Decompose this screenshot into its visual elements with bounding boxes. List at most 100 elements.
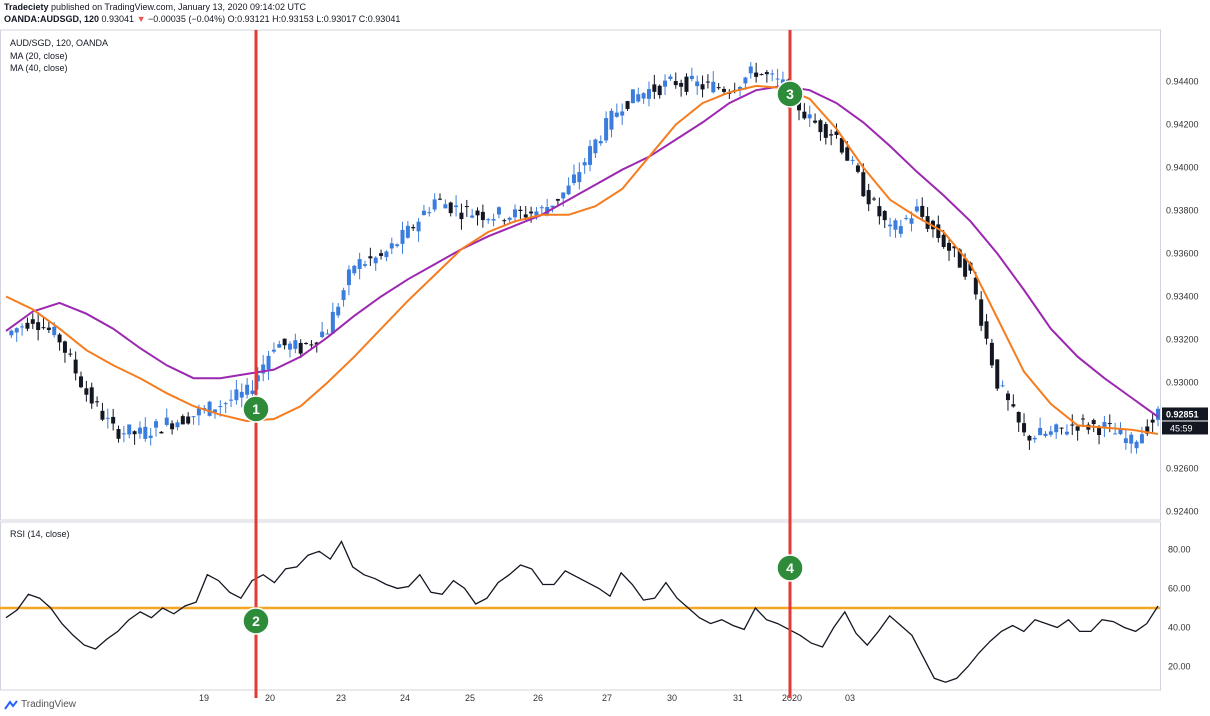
candle <box>373 256 378 271</box>
candle <box>25 317 30 332</box>
candle <box>154 418 159 437</box>
candle-body <box>652 84 657 92</box>
candle <box>588 139 593 172</box>
candle <box>1027 434 1032 450</box>
candle-body <box>764 72 769 75</box>
candle-body <box>818 120 823 133</box>
candle <box>850 156 855 165</box>
rsi-y-tick-label: 80.00 <box>1168 544 1191 554</box>
x-tick-label: 25 <box>465 693 475 703</box>
candle-body <box>148 435 153 439</box>
candle-body <box>336 306 341 316</box>
candle-body <box>646 89 651 99</box>
countdown-tag <box>1162 421 1208 435</box>
candle <box>464 199 469 217</box>
candle <box>137 421 142 439</box>
candle <box>689 67 694 82</box>
candle <box>561 192 566 207</box>
candle-body <box>1048 431 1053 435</box>
x-tick-label: 27 <box>602 693 612 703</box>
candle <box>898 219 903 238</box>
candle-body <box>620 111 625 116</box>
candle <box>223 401 228 414</box>
y-tick-label: 0.92400 <box>1166 506 1199 516</box>
candle <box>14 327 19 342</box>
candle-body <box>1075 426 1080 431</box>
candle <box>518 205 523 219</box>
last-price-tag <box>1162 407 1208 421</box>
marker-number: 2 <box>252 613 260 629</box>
candle <box>684 73 689 96</box>
candle <box>513 204 518 223</box>
candle <box>454 195 459 217</box>
publisher-name[interactable]: Tradeciety <box>4 2 49 12</box>
candle <box>111 408 116 431</box>
candle-body <box>325 333 330 335</box>
candle-body <box>780 79 785 85</box>
candle <box>1102 415 1107 438</box>
candle <box>234 379 239 405</box>
candle-body <box>320 331 325 338</box>
candle-body <box>855 165 860 172</box>
candle <box>357 252 362 280</box>
candle-body <box>470 215 475 218</box>
candle-body <box>523 214 528 218</box>
candle-body <box>357 259 362 269</box>
candle-body <box>1156 408 1160 420</box>
candle-body <box>250 390 255 394</box>
candle <box>995 359 1000 391</box>
legend-ma20[interactable]: MA (20, close) <box>10 51 68 61</box>
candle <box>1054 423 1059 439</box>
candle <box>609 108 614 138</box>
candle-body <box>636 94 641 102</box>
candle <box>368 247 373 266</box>
legend-rsi[interactable]: RSI (14, close) <box>10 529 70 539</box>
candle <box>802 103 807 120</box>
candle <box>36 312 41 341</box>
candle <box>775 68 780 87</box>
candle <box>229 389 234 407</box>
candle <box>598 135 603 146</box>
candle-body <box>716 87 721 89</box>
candle-body <box>802 111 807 119</box>
legend-main[interactable]: AUD/SGD, 120, OANDA <box>10 38 109 48</box>
candle-body <box>593 139 598 154</box>
candle-body <box>968 262 973 271</box>
y-tick-label: 0.92600 <box>1166 463 1199 473</box>
candle-body <box>309 344 314 346</box>
candle <box>1150 411 1155 433</box>
symbol-info-line: OANDA:AUDSGD, 120 0.93041 ▼ −0.00035 (−0… <box>4 14 400 24</box>
candle <box>625 100 630 111</box>
candle <box>673 72 678 89</box>
candle-body <box>127 424 132 435</box>
candle <box>711 71 716 94</box>
candle-body <box>882 211 887 221</box>
publish-info: Tradeciety published on TradingView.com,… <box>4 2 306 12</box>
candle-body <box>914 206 919 212</box>
candle <box>475 207 480 226</box>
candle <box>282 338 287 350</box>
candle-body <box>239 391 244 398</box>
candle <box>389 237 394 255</box>
candle-body <box>657 85 662 96</box>
candle-body <box>641 93 646 99</box>
candle <box>657 84 662 99</box>
candle <box>180 414 185 425</box>
candle <box>68 348 73 357</box>
ohlc-low: L:0.93017 <box>316 14 357 24</box>
candle-body <box>443 204 448 209</box>
candle-body <box>679 83 684 87</box>
candle <box>261 355 266 382</box>
y-tick-label: 0.93400 <box>1166 291 1199 301</box>
candle-body <box>754 72 759 77</box>
marker-number: 1 <box>252 401 260 417</box>
candle-body <box>748 66 753 74</box>
candle <box>239 383 244 408</box>
candle <box>325 329 330 335</box>
candle-body <box>293 340 298 349</box>
candle <box>813 113 818 124</box>
legend-ma40[interactable]: MA (40, close) <box>10 63 68 73</box>
candle-body <box>229 399 234 401</box>
candle <box>984 314 989 345</box>
